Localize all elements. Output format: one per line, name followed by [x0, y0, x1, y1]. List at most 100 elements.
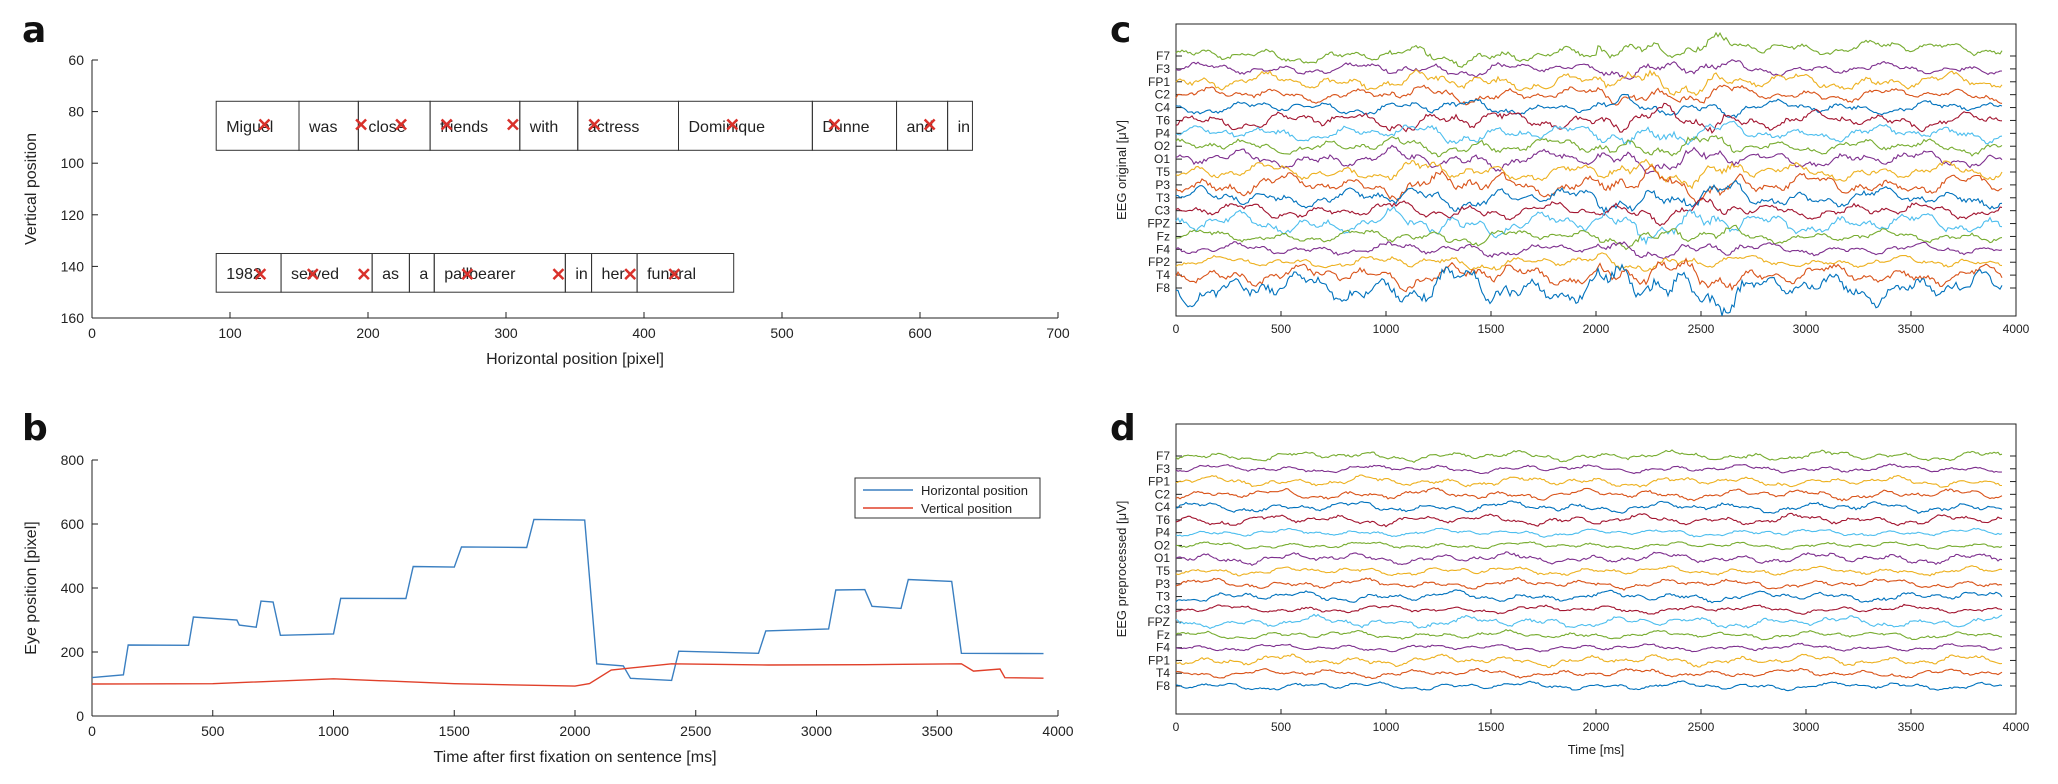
eeg-trace-fz [1175, 224, 2003, 251]
fixation-marker [461, 268, 474, 281]
eeg-trace-f4 [1175, 241, 2003, 260]
word-label: Dunne [822, 119, 869, 136]
word-label: close [368, 119, 405, 136]
eeg-trace-t4 [1176, 667, 2003, 680]
word-label: and [907, 119, 934, 136]
channel-label: C3 [1155, 204, 1171, 218]
x-tick-label: 3000 [1793, 322, 1820, 336]
eeg-trace-c3 [1175, 603, 2003, 615]
word-label: friends [440, 119, 488, 136]
word-box [947, 100, 973, 151]
channel-label: O2 [1154, 538, 1170, 552]
x-tick-label: 1000 [1373, 720, 1400, 734]
x-tick-label: 400 [632, 325, 656, 341]
x-tick-label: 2500 [680, 723, 711, 739]
x-tick-label: 1000 [318, 723, 349, 739]
y-axis-title: Eye position [pixel] [23, 521, 40, 654]
x-axis-title: Time [ms] [1568, 742, 1625, 757]
panel-d-eeg-preprocessed-plot: 0 500 1000 1500 2000 2500 3000 3500 4000 Time [ms… [1114, 423, 2030, 757]
x-tick-label: 3000 [1793, 720, 1820, 734]
eeg-trace-p4 [1175, 527, 2003, 538]
x-tick-label: 3500 [1898, 720, 1925, 734]
x-tick-label: 2000 [1583, 322, 1610, 336]
panel-b-eye-position-plot: 0 200 400 600 800 0 500 1000 1500 2000 2500 3000 350… [23, 452, 1074, 766]
fixation-stroke [726, 118, 739, 131]
eeg-trace-fpz [1175, 613, 2003, 630]
eeg-trace-p3 [1175, 577, 2003, 591]
channel-label: P3 [1155, 178, 1170, 192]
fixation-marker [828, 118, 841, 131]
channel-label: T4 [1156, 666, 1170, 680]
channel-label: T3 [1156, 590, 1170, 604]
x-tick-label: 3500 [922, 723, 953, 739]
fixation-marker [254, 268, 267, 281]
word-label: Dominique [689, 119, 766, 136]
channel-label: T5 [1156, 165, 1170, 179]
eeg-trace-f8 [1175, 680, 2003, 692]
fixation-stroke [306, 268, 319, 281]
word-label: a [419, 266, 428, 283]
panel-c-eeg-original-plot: 0 500 1000 1500 2000 2500 3000 3500 4000 EEG orig… [1114, 23, 2030, 336]
y-axis-title: EEG preprocessed [μV] [1114, 501, 1129, 638]
eeg-trace-c4 [1175, 93, 2003, 119]
x-tick-label: 2500 [1688, 322, 1715, 336]
eeg-trace-f7 [1175, 31, 2003, 68]
channel-label: FP1 [1148, 75, 1170, 89]
eeg-trace-f3 [1175, 59, 2003, 80]
channel-label: F4 [1156, 242, 1170, 256]
fixation-stroke [828, 118, 841, 131]
fixation-marker [668, 268, 681, 281]
fixation-marker [395, 118, 408, 131]
eeg-trace-fp1 [1175, 653, 2003, 668]
channel-label: F4 [1156, 641, 1170, 655]
series-line-vertical [91, 663, 1044, 687]
fixation-marker [306, 268, 319, 281]
x-tick-label: 4000 [2003, 720, 2030, 734]
x-tick-label: 1500 [1478, 322, 1505, 336]
x-tick-label: 1500 [1478, 720, 1505, 734]
eeg-trace-f7 [1175, 449, 2003, 463]
x-tick-label: 0 [1173, 720, 1180, 734]
fixation-stroke [588, 118, 601, 131]
eeg-trace-t6 [1175, 102, 2003, 134]
x-tick-label: 300 [494, 325, 518, 341]
y-tick-label: 80 [68, 104, 84, 120]
y-tick-label: 160 [61, 310, 85, 326]
x-tick-label: 700 [1046, 325, 1070, 341]
eeg-trace-p4 [1175, 120, 2003, 146]
channel-label: T3 [1156, 191, 1170, 205]
eeg-trace-o1 [1175, 551, 2003, 566]
fixation-stroke [440, 118, 453, 131]
x-tick-label: 600 [908, 325, 932, 341]
eeg-trace-fpz [1175, 205, 2003, 246]
channel-label: C4 [1155, 500, 1171, 514]
fixation-stroke [552, 268, 565, 281]
fixation-marker [726, 118, 739, 131]
word-label: 1982 [226, 266, 262, 283]
channel-label: F7 [1156, 49, 1170, 63]
word-box [636, 253, 735, 293]
x-tick-label: 1500 [439, 723, 470, 739]
eeg-trace-t3 [1175, 589, 2003, 604]
word-label: in [575, 266, 587, 283]
legend-label: Vertical position [921, 501, 1012, 516]
eeg-trace-t5 [1175, 158, 2003, 190]
legend: Horizontal position Vertical position [854, 477, 1041, 519]
eeg-trace-o2 [1176, 541, 2003, 551]
word-label: funeral [647, 266, 696, 283]
x-tick-label: 3000 [801, 723, 832, 739]
x-tick-label: 0 [1173, 322, 1180, 336]
eeg-trace-c3 [1175, 197, 2003, 227]
channel-label: T6 [1156, 513, 1170, 527]
channel-label: F8 [1156, 679, 1170, 693]
word-label: actress [588, 119, 640, 136]
x-tick-label: 4000 [1042, 723, 1073, 739]
eeg-trace-fz [1175, 629, 2003, 641]
fixation-marker [552, 268, 565, 281]
channel-label: FPZ [1147, 615, 1170, 629]
y-axis-title: EEG original [μV] [1114, 120, 1129, 220]
x-axis-title: Horizontal position [pixel] [486, 351, 664, 368]
eeg-trace-fp1 [1175, 474, 2002, 488]
x-tick-label: 500 [1271, 322, 1291, 336]
fixation-marker [588, 118, 601, 131]
